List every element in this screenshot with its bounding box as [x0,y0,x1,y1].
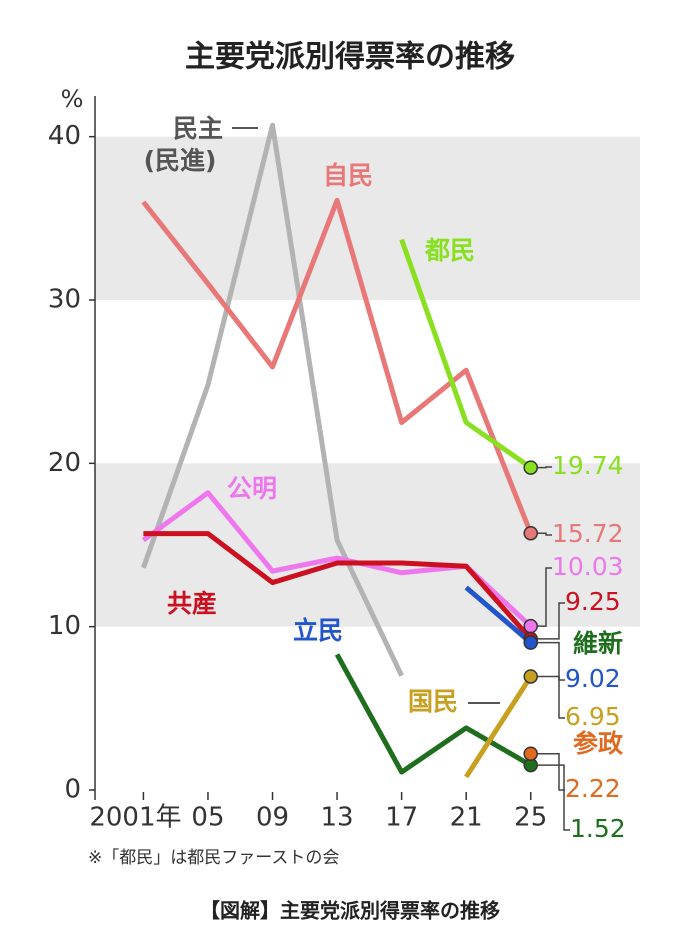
x-tick-label: 25 [514,803,547,833]
y-tick-label: 30 [48,285,81,315]
end-dot [523,669,538,684]
label-leader [536,675,565,719]
x-tick-label: 21 [450,803,483,833]
series-label: 民主 [173,114,223,143]
series-line [399,238,533,470]
label-leader [536,466,552,469]
label-leader [536,764,570,831]
series-label: 維新 [573,629,623,658]
label-leader [536,641,565,681]
series-line [334,653,532,775]
end-dot [523,525,538,541]
value-label: 6.95 [565,702,621,731]
series-label: 国民 [408,687,458,716]
value-label: 15.72 [552,519,624,548]
label-leader [536,532,552,536]
series-label: 共産 [167,589,217,618]
y-tick-label: 20 [48,448,81,478]
series-line [464,675,533,779]
value-label: 19.74 [552,451,624,480]
note: ※「都民」は都民ファーストの会 [88,848,339,868]
label-leader [536,752,565,791]
value-label: 10.03 [552,552,624,581]
series-label: 自民 [323,161,373,190]
label-leader [536,567,552,627]
series-line [141,122,404,677]
end-dot [523,635,538,650]
value-label: 9.02 [565,664,621,693]
end-dot [523,746,538,761]
label-leader [536,602,565,640]
series-label-sub: (民進) [144,146,217,175]
series-label: 都民 [424,236,475,265]
x-tick-label: 2001年 [89,803,181,833]
x-tick-label: 05 [191,803,224,833]
x-tick-label: 13 [321,803,354,833]
value-label: 9.25 [565,587,621,616]
value-label: 1.52 [570,814,626,843]
series-line [141,197,534,535]
y-tick-label: 40 [48,121,81,151]
caption: 【図解】主要党派別得票率の推移 [200,899,500,923]
end-dot [523,460,538,475]
y-tick-label: 0 [64,775,81,805]
end-dot [523,618,538,634]
x-tick-label: 17 [385,803,418,833]
series-line [464,585,533,645]
chart-title: 主要党派別得票率の推移 [185,40,515,75]
value-label: 2.22 [565,774,621,803]
series-label: 立民 [293,616,343,645]
shaded-band [95,136,640,300]
series-label: 公明 [227,474,277,503]
y-tick-label: 10 [48,611,81,641]
series-line [143,531,533,641]
x-tick-label: 09 [256,803,289,833]
y-unit: % [61,85,84,113]
series-label: 参政 [573,729,624,758]
